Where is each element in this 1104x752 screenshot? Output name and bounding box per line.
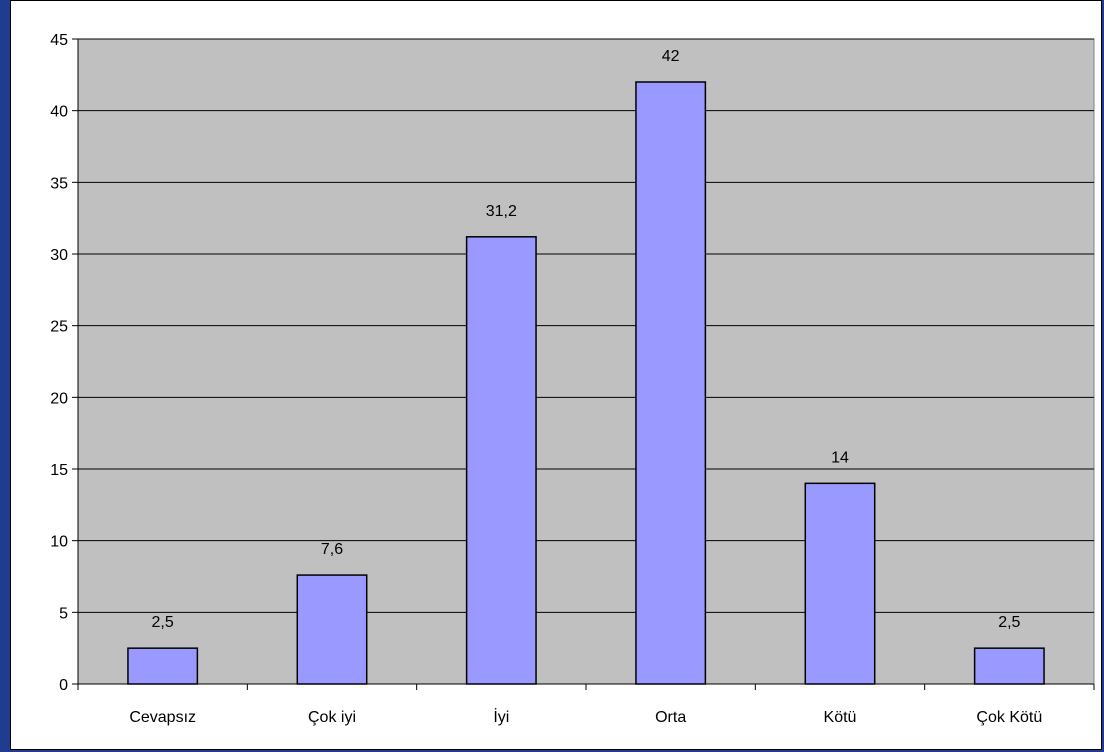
plot-area [77, 38, 1095, 685]
data-label: 7,6 [321, 541, 343, 558]
x-tick-label: Kötü [824, 709, 857, 726]
y-tick-label: 15 [50, 462, 68, 479]
y-tick-label: 30 [50, 247, 68, 264]
bar [296, 574, 368, 685]
x-tick-label: Çok iyi [308, 709, 356, 726]
y-tick-label: 5 [59, 605, 68, 622]
y-tick-label: 10 [50, 534, 68, 551]
bar [127, 647, 199, 685]
data-label: 2,5 [152, 614, 174, 631]
x-tick-label: İyi [493, 707, 509, 726]
bar [973, 647, 1045, 685]
data-label: 42 [662, 48, 680, 65]
data-label: 14 [831, 449, 849, 466]
x-tick-label: Çok Kötü [976, 709, 1042, 726]
x-tick-label: Cevapsız [129, 709, 196, 726]
bar [635, 81, 707, 685]
y-tick-label: 35 [50, 175, 68, 192]
y-tick-label: 40 [50, 104, 68, 121]
chart-frame: 0 5 10 15 20 25 30 35 40 45 2,5 Cevapsız 7,6 Çok iyi 3… [10, 0, 1102, 750]
y-tick-label: 45 [50, 32, 68, 49]
data-label: 2,5 [998, 614, 1020, 631]
x-tick-label: Orta [655, 709, 686, 726]
y-tick-label: 20 [50, 390, 68, 407]
data-label: 31,2 [486, 203, 517, 220]
bar [465, 236, 537, 685]
y-tick-label: 0 [59, 677, 68, 694]
bar [804, 482, 876, 685]
y-tick-label: 25 [50, 319, 68, 336]
bar-chart: 0 5 10 15 20 25 30 35 40 45 2,5 Cevapsız 7,6 Çok iyi 3… [50, 32, 1095, 726]
